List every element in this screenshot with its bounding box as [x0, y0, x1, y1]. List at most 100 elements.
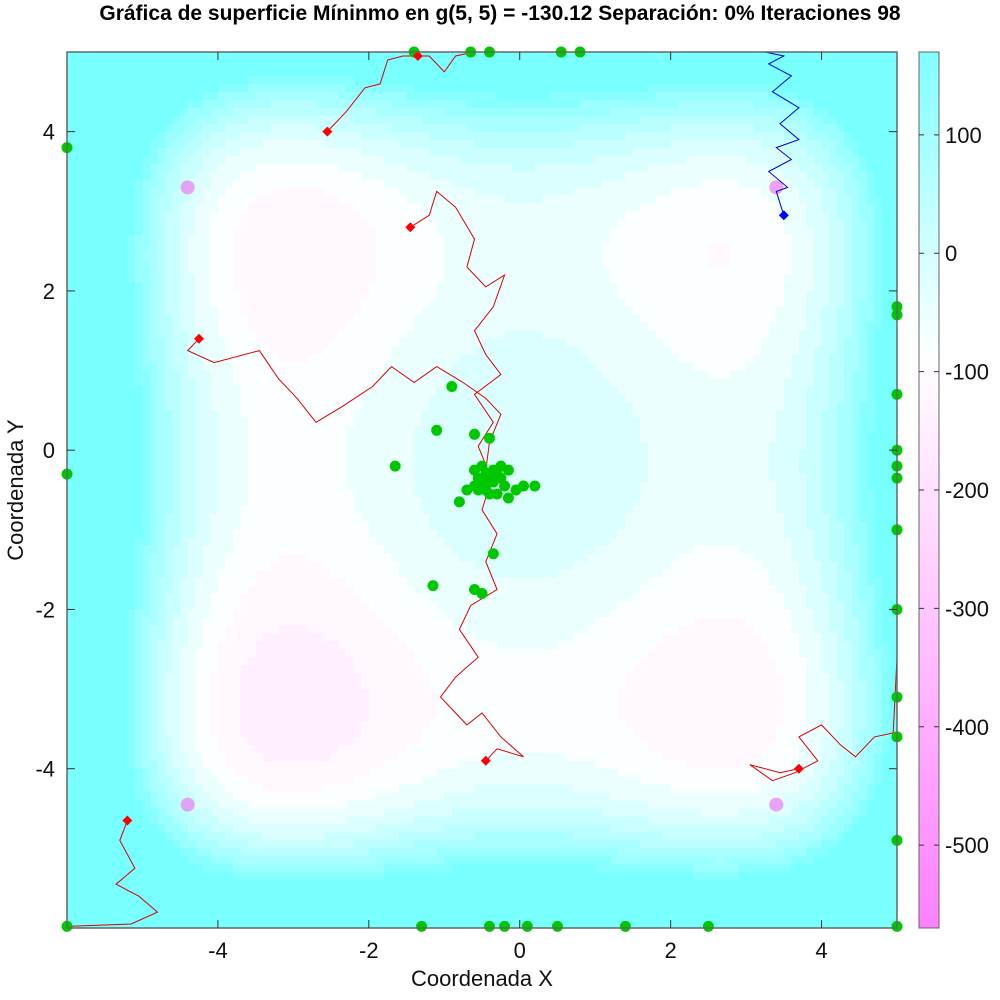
surface-cell [180, 577, 189, 587]
surface-cell [338, 298, 347, 308]
surface-cell [248, 442, 257, 451]
surface-cell [89, 657, 98, 666]
surface-cell [248, 736, 257, 746]
surface-cell [406, 346, 415, 356]
surface-cell [202, 561, 211, 571]
surface-cell [104, 920, 113, 928]
surface-cell [210, 402, 219, 411]
surface-cell [157, 131, 166, 141]
surface-cell [67, 856, 76, 865]
surface-cell [104, 513, 113, 523]
surface-cell [150, 665, 159, 674]
surface-cell [134, 872, 144, 881]
surface-cell [165, 649, 174, 658]
surface-cell [157, 601, 166, 611]
surface-cell [293, 99, 302, 109]
surface-cell [233, 625, 242, 634]
surface-cell [165, 497, 174, 507]
surface-cell [255, 147, 264, 157]
surface-cell [338, 497, 347, 507]
surface-cell [104, 219, 113, 228]
surface-cell [255, 593, 264, 603]
surface-cell [127, 370, 136, 380]
surface-cell [202, 75, 211, 85]
surface-cell [376, 179, 385, 188]
surface-cell [104, 426, 113, 435]
surface-cell [225, 163, 234, 173]
surface-cell [202, 219, 211, 228]
surface-cell [361, 298, 370, 308]
surface-cell [233, 274, 242, 284]
surface-cell [240, 561, 249, 571]
surface-cell [346, 227, 355, 236]
surface-cell [346, 712, 355, 722]
surface-cell [270, 378, 279, 388]
surface-cell [391, 482, 400, 491]
surface-cell [255, 466, 264, 475]
surface-cell [278, 362, 287, 372]
surface-cell [270, 768, 279, 778]
surface-cell [202, 227, 211, 236]
surface-cell [165, 139, 174, 149]
surface-cell [187, 561, 196, 571]
surface-cell [263, 314, 272, 324]
surface-cell [172, 792, 181, 802]
surface-cell [270, 203, 279, 212]
surface-cell [74, 768, 83, 778]
surface-cell [353, 553, 362, 563]
surface-cell [233, 896, 242, 905]
surface-cell [67, 330, 76, 340]
surface-cell [202, 569, 211, 579]
surface-cell [225, 346, 234, 356]
surface-cell [157, 386, 166, 396]
surface-cell [323, 290, 332, 300]
surface-cell [172, 322, 181, 332]
surface-cell [217, 251, 227, 260]
surface-cell [255, 673, 264, 682]
surface-cell [278, 856, 287, 865]
surface-cell [376, 243, 385, 252]
surface-cell [165, 872, 174, 881]
surface-cell [376, 418, 385, 427]
surface-cell [406, 267, 415, 276]
surface-cell [89, 553, 98, 563]
surface-cell [368, 187, 377, 196]
surface-cell [300, 402, 310, 411]
surface-cell [316, 776, 325, 786]
surface-cell [180, 274, 189, 284]
surface-cell [399, 888, 408, 897]
surface-cell [285, 888, 294, 897]
surface-cell [127, 593, 136, 603]
surface-cell [399, 864, 408, 873]
surface-cell [67, 179, 76, 188]
surface-cell [240, 466, 249, 475]
surface-cell [172, 426, 181, 435]
surface-cell [142, 617, 151, 626]
surface-cell [97, 298, 106, 308]
surface-cell [376, 187, 385, 196]
surface-cell [142, 203, 151, 212]
surface-cell [240, 888, 249, 897]
surface-cell [323, 641, 332, 650]
surface-cell [399, 641, 408, 650]
surface-cell [248, 872, 257, 881]
surface-cell [180, 744, 189, 754]
surface-cell [368, 354, 377, 364]
surface-cell [331, 163, 340, 173]
surface-cell [89, 720, 98, 730]
surface-cell [104, 490, 113, 499]
surface-cell [97, 211, 106, 220]
surface-cell [180, 505, 189, 515]
surface-cell [285, 362, 294, 372]
surface-cell [82, 633, 91, 642]
surface-cell [331, 832, 340, 841]
surface-cell [391, 880, 400, 889]
surface-cell [157, 705, 166, 714]
surface-cell [134, 888, 144, 897]
surface-cell [240, 386, 249, 396]
surface-cell [150, 641, 159, 650]
surface-cell [82, 251, 91, 260]
surface-cell [150, 482, 159, 491]
surface-cell [127, 227, 136, 236]
surface-cell [240, 665, 249, 674]
